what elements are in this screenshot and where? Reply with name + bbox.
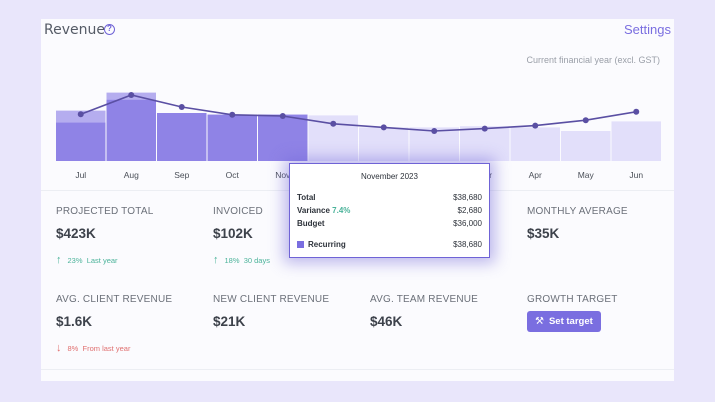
metric-delta: ↓ 8% From last year — [56, 342, 206, 354]
metric-value: $1.6K — [56, 314, 93, 329]
tooltip-variance-label: Variance — [297, 206, 330, 215]
chart-trend-point — [229, 111, 236, 118]
chart-bar-actual — [258, 114, 308, 161]
chart-bar-forecast — [460, 126, 510, 161]
revenue-card: Revenue ? Settings Current financial yea… — [41, 19, 674, 381]
question-circle-icon[interactable]: ? — [104, 24, 115, 35]
metric-growth-target: GROWTH TARGET ⚒ Set target — [527, 294, 677, 332]
metric-delta: ↑ 23% Last year — [56, 254, 206, 266]
chart-x-tick-label: May — [578, 170, 595, 180]
tooltip-recurring-label: Recurring — [308, 240, 346, 249]
metric-new-client-revenue: NEW CLIENT REVENUE $21K — [213, 294, 363, 329]
metric-value: $35K — [527, 226, 560, 241]
delta-percent: 23% — [67, 256, 83, 265]
revenue-chart-svg: JulAugSepOctNovDecJanFebMarAprMayJun — [56, 92, 661, 180]
metric-label: AVG. CLIENT REVENUE — [56, 294, 173, 305]
chart-bar-forecast — [611, 121, 661, 161]
chart-bar-actual — [157, 113, 207, 161]
metric-value: $46K — [370, 314, 403, 329]
tooltip-label: Variance 7.4% — [297, 206, 350, 215]
tooltip-title: November 2023 — [361, 172, 418, 181]
tooltip-variance-pct: 7.4% — [332, 206, 351, 215]
metric-value: $21K — [213, 314, 246, 329]
metric-label: GROWTH TARGET — [527, 294, 618, 305]
chart-x-tick-label: Aug — [124, 170, 139, 180]
set-target-label: Set target — [548, 316, 593, 327]
card-header: Revenue ? Settings — [41, 19, 674, 41]
chart-tooltip: November 2023 Total $38,680 Variance 7.4… — [289, 163, 490, 258]
chart-trend-point — [128, 92, 135, 98]
chart-trend-point — [431, 128, 438, 134]
chart-trend-point — [481, 125, 488, 132]
revenue-chart: JulAugSepOctNovDecJanFebMarAprMayJun — [41, 71, 674, 205]
chart-bar-actual — [56, 122, 106, 161]
metric-projected-total: PROJECTED TOTAL $423K ↑ 23% Last year — [56, 206, 206, 266]
metric-delta: ↑ 18% 30 days — [213, 254, 363, 266]
arrow-down-icon: ↓ — [56, 342, 62, 354]
tooltip-label: Total — [297, 193, 316, 202]
tooltip-row-budget: Budget $36,000 — [297, 219, 482, 230]
tooltip-value: $38,680 — [453, 240, 482, 249]
metric-avg-client-revenue: AVG. CLIENT REVENUE $1.6K ↓ 8% From last … — [56, 294, 206, 354]
wand-icon: ⚒ — [535, 316, 544, 327]
delta-text: Last year — [86, 256, 118, 265]
chart-trend-point — [582, 117, 589, 124]
financial-year-label: Current financial year (excl. GST) — [526, 55, 660, 65]
metric-avg-team-revenue: AVG. TEAM REVENUE $46K — [370, 294, 520, 329]
arrow-up-icon: ↑ — [213, 254, 219, 266]
tooltip-value: $2,680 — [457, 206, 482, 215]
chart-trend-point — [77, 111, 84, 118]
chart-trend-point — [532, 122, 539, 129]
tooltip-value: $38,680 — [453, 193, 482, 202]
divider — [41, 369, 674, 370]
metric-value: $423K — [56, 226, 96, 241]
chart-trend-point — [279, 113, 286, 119]
chart-bar-forecast — [561, 131, 611, 161]
chart-x-tick-label: Jul — [75, 170, 86, 180]
chart-trend-point — [178, 104, 185, 110]
chart-bar-actual — [106, 99, 156, 161]
tooltip-label: Recurring — [297, 240, 346, 249]
delta-text: From last year — [82, 344, 131, 353]
chart-trend-point — [330, 120, 337, 127]
chart-x-tick-label: Jun — [629, 170, 643, 180]
metric-label: NEW CLIENT REVENUE — [213, 294, 330, 305]
page-title: Revenue — [44, 22, 105, 38]
metric-label: AVG. TEAM REVENUE — [370, 294, 479, 305]
chart-bar-forecast — [359, 127, 409, 161]
arrow-up-icon: ↑ — [56, 254, 62, 266]
tooltip-label: Budget — [297, 219, 325, 228]
set-target-button[interactable]: ⚒ Set target — [527, 311, 601, 332]
chart-x-tick-label: Nov — [275, 170, 291, 180]
delta-percent: 8% — [67, 344, 79, 353]
metric-monthly-average: MONTHLY AVERAGE $35K — [527, 206, 677, 241]
metric-value: $102K — [213, 226, 253, 241]
metric-label: PROJECTED TOTAL — [56, 206, 154, 217]
tooltip-row-variance: Variance 7.4% $2,680 — [297, 206, 482, 217]
chart-trend-point — [380, 124, 387, 131]
chart-bar-actual — [207, 114, 257, 161]
metric-invoiced: INVOICED $102K ↑ 18% 30 days — [213, 206, 363, 266]
settings-link[interactable]: Settings — [624, 22, 671, 37]
chart-x-tick-label: Oct — [226, 170, 240, 180]
tooltip-row-total: Total $38,680 — [297, 193, 482, 204]
chart-x-tick-label: Apr — [529, 170, 542, 180]
legend-swatch — [297, 241, 304, 248]
metric-label: INVOICED — [213, 206, 263, 217]
chart-bar-forecast — [510, 127, 560, 161]
chart-trend-point — [633, 108, 640, 115]
tooltip-value: $36,000 — [453, 219, 482, 228]
chart-trend-line — [80, 94, 637, 132]
chart-x-tick-label: Sep — [174, 170, 189, 180]
metric-label: MONTHLY AVERAGE — [527, 206, 628, 217]
delta-percent: 18% — [224, 256, 240, 265]
delta-text: 30 days — [243, 256, 270, 265]
tooltip-row-recurring: Recurring $38,680 — [297, 240, 482, 251]
